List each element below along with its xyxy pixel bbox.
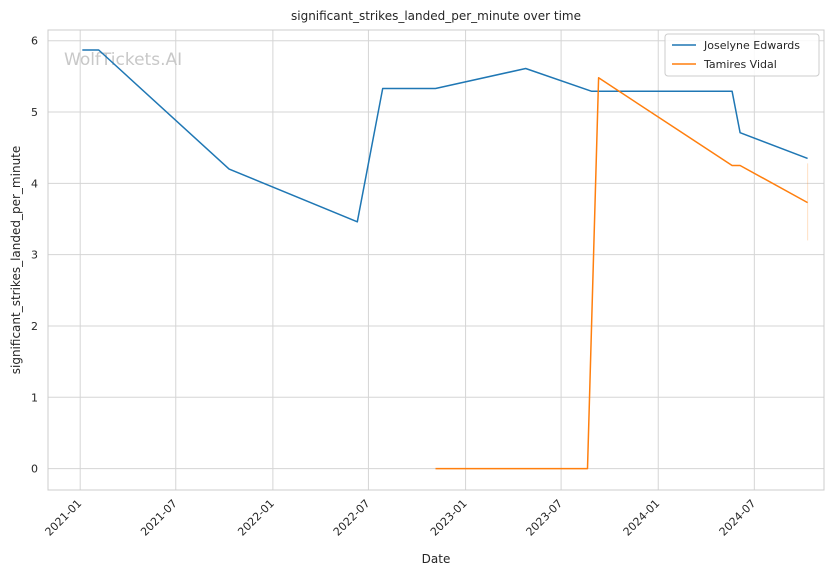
y-axis-label: significant_strikes_landed_per_minute xyxy=(9,146,23,375)
legend-label-joselyne-edwards: Joselyne Edwards xyxy=(703,39,800,52)
legend-box xyxy=(664,33,820,77)
legend-label-tamires-vidal: Tamires Vidal xyxy=(703,58,777,71)
y-tick-label: 3 xyxy=(31,249,38,262)
y-tick-label: 2 xyxy=(31,320,38,333)
series-line-joselyne-edwards xyxy=(82,49,808,223)
y-tick-label: 5 xyxy=(31,106,38,119)
grid xyxy=(48,30,824,490)
x-axis-label: Date xyxy=(422,552,451,566)
y-tick-label: 1 xyxy=(31,391,38,404)
chart-title: significant_strikes_landed_per_minute ov… xyxy=(291,9,581,23)
series-layer xyxy=(82,49,809,470)
watermark-text: WolfTickets.AI xyxy=(64,50,182,70)
series-line-tamires-vidal xyxy=(435,77,808,470)
legend: Joselyne Edwards Tamires Vidal xyxy=(664,33,820,77)
y-tick-label: 4 xyxy=(31,177,38,190)
y-tick-label: 6 xyxy=(31,35,38,48)
y-tick-label: 0 xyxy=(31,463,38,476)
plot-frame xyxy=(47,29,825,491)
